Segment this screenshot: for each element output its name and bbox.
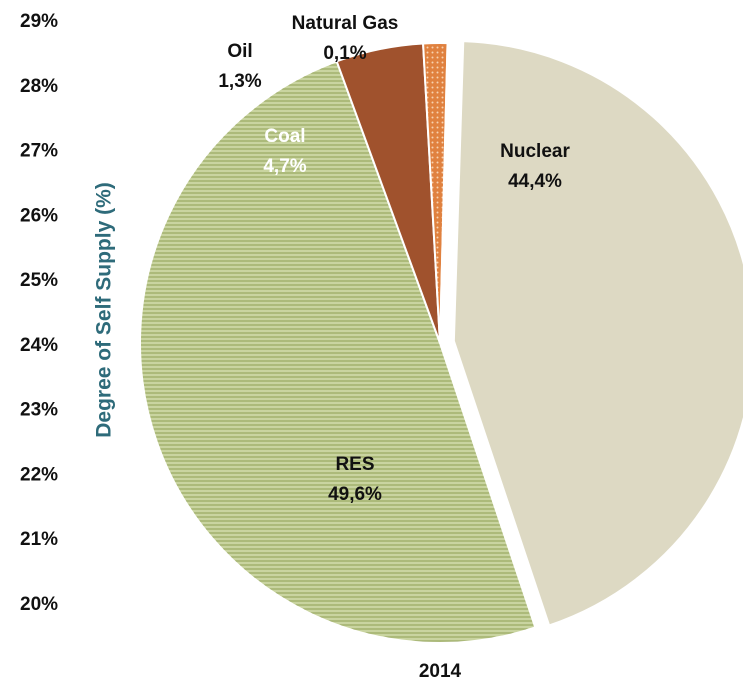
slice-label: Coal	[264, 126, 305, 147]
pie-slice	[139, 60, 537, 644]
y-tick-label: 20%	[20, 594, 58, 615]
y-tick-label: 24%	[20, 335, 58, 356]
y-tick-label: 26%	[20, 205, 58, 226]
x-tick-label: 2014	[419, 661, 462, 682]
slice-label: Oil	[227, 41, 252, 62]
y-axis-label: Degree of Self Supply (%)	[93, 182, 116, 438]
y-tick-label: 27%	[20, 141, 58, 162]
y-tick-label: 23%	[20, 400, 58, 421]
pie-slice	[452, 40, 743, 627]
value-label: 1,3%	[218, 71, 261, 92]
value-label: 44,4%	[508, 171, 562, 192]
y-tick-label: 22%	[20, 464, 58, 485]
y-tick-label: 29%	[20, 11, 58, 32]
slice-label: RES	[335, 454, 374, 475]
y-tick-label: 28%	[20, 76, 58, 97]
slice-label: Nuclear	[500, 141, 570, 162]
slice-label: Natural Gas	[292, 13, 399, 34]
value-label: 0,1%	[323, 43, 366, 64]
value-label: 4,7%	[263, 156, 306, 177]
y-tick-label: 21%	[20, 529, 58, 550]
y-tick-label: 25%	[20, 270, 58, 291]
value-label: 49,6%	[328, 484, 382, 505]
pie-slice	[439, 36, 451, 338]
